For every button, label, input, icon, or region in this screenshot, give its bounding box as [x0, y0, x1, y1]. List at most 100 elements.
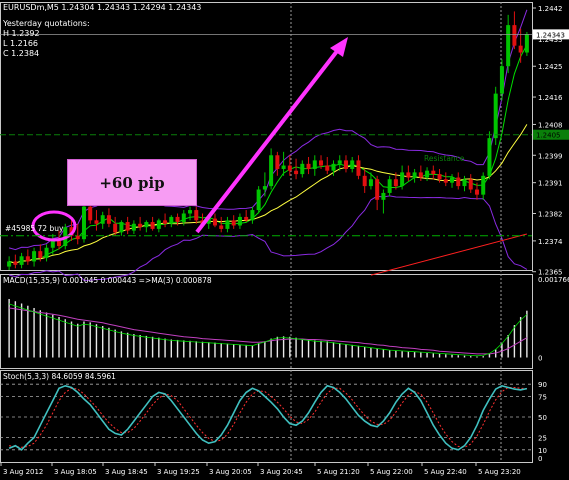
macd-indicator-label: MACD(15,35,9) 0.001045 0.000443 =>MA(3) … — [3, 276, 212, 285]
macd-panel[interactable]: 0.001766 0 — [8, 276, 569, 362]
candle — [412, 168, 417, 183]
candle — [343, 155, 348, 173]
stoch-level-label: 0 — [538, 455, 542, 463]
candle — [94, 210, 99, 231]
candle — [450, 174, 455, 188]
candle — [474, 182, 479, 200]
candle — [437, 168, 442, 183]
candle — [281, 151, 286, 176]
panel-frame — [0, 274, 533, 369]
candle — [119, 220, 124, 236]
candle — [69, 220, 74, 241]
candle-body — [337, 160, 342, 164]
candle-body — [7, 261, 12, 267]
ema-slow-line — [8, 124, 528, 264]
candle — [481, 172, 486, 200]
candle-body — [225, 220, 230, 229]
candle — [393, 172, 398, 190]
time-tick-label: 5 Aug 23:20 — [478, 468, 521, 476]
price-axis: 1.2442 1.2433 1.2425 1.2416 1.2408 1.2399 1.23… — [0, 5, 569, 277]
order-label[interactable]: #45985 72 buy — [5, 224, 64, 233]
candle — [362, 168, 367, 193]
candle — [125, 216, 130, 235]
candle-body — [175, 216, 180, 223]
candle-body — [493, 93, 498, 139]
candle — [375, 175, 380, 211]
bollinger-upper — [8, 9, 528, 251]
candle — [44, 244, 49, 262]
macd-signal-line — [9, 307, 528, 355]
symbol-quote-line: EURUSDm,M5 1.24304 1.24343 1.24294 1.243… — [3, 3, 202, 12]
candle-body — [188, 210, 193, 214]
candle-body — [106, 215, 111, 224]
candle — [418, 165, 423, 181]
candle-body — [456, 177, 461, 187]
stoch-panel[interactable]: 90 75 50 25 100 — [0, 381, 547, 463]
candle-body — [256, 189, 261, 211]
candle-body — [375, 179, 380, 200]
candle-body — [38, 251, 43, 259]
candle-body — [25, 256, 30, 262]
candle-body — [131, 223, 136, 231]
candle — [75, 223, 80, 245]
candle-body — [350, 160, 355, 169]
bollinger-lower — [8, 195, 528, 281]
candle — [306, 156, 311, 175]
time-axis: 3 Aug 2012 3 Aug 18:05 3 Aug 18:45 3 Aug 19… — [0, 462, 521, 476]
candle-body — [88, 206, 93, 221]
candle — [431, 165, 436, 180]
candle-body — [19, 256, 24, 265]
candle-body — [287, 165, 292, 171]
candle — [456, 172, 461, 190]
macd-ma-line — [8, 303, 528, 357]
candle — [294, 158, 299, 180]
candle-body — [194, 210, 199, 221]
candle — [50, 234, 55, 255]
candle-body — [163, 220, 168, 224]
candle — [100, 211, 105, 229]
stoch-signal-line — [9, 387, 527, 448]
stoch-level-label: 50 — [538, 414, 547, 422]
candle — [25, 249, 30, 265]
time-tick-label: 3 Aug 18:45 — [105, 468, 148, 476]
candle-body — [431, 170, 436, 175]
time-tick-label: 3 Aug 20:05 — [209, 468, 252, 476]
candle-body — [100, 215, 105, 224]
price-tick-label: 1.2382 — [538, 210, 563, 218]
panel-frame — [0, 370, 533, 463]
candle — [81, 203, 86, 243]
candle — [106, 208, 111, 228]
candle-body — [169, 216, 174, 224]
candle — [212, 213, 217, 228]
candle — [256, 186, 261, 214]
candle — [188, 206, 193, 221]
yesterday-label: Yesterday quotations: — [3, 19, 90, 28]
candle — [138, 216, 143, 231]
candle-body — [368, 179, 373, 187]
candle — [287, 155, 292, 176]
candle-body — [443, 179, 448, 183]
candle — [406, 165, 411, 181]
candle — [269, 148, 274, 190]
panel-frame — [0, 2, 533, 271]
candle-body — [156, 220, 161, 229]
candle-body — [450, 177, 455, 183]
candle — [19, 252, 24, 269]
candle-body — [57, 240, 62, 247]
candle — [524, 31, 529, 56]
candle — [468, 174, 473, 193]
stoch-level-label: 25 — [538, 435, 547, 443]
candle-body — [32, 251, 37, 262]
candle-body — [294, 170, 299, 175]
candle-body — [275, 155, 280, 169]
time-tick-label: 3 Aug 20:45 — [260, 468, 303, 476]
candle-body — [69, 227, 74, 236]
price-panel[interactable] — [7, 9, 529, 281]
price-tick-label: 1.2442 — [538, 5, 563, 13]
candle — [312, 155, 317, 176]
candle-body — [75, 235, 80, 240]
candle-body — [362, 175, 367, 187]
candle-body — [50, 240, 55, 248]
